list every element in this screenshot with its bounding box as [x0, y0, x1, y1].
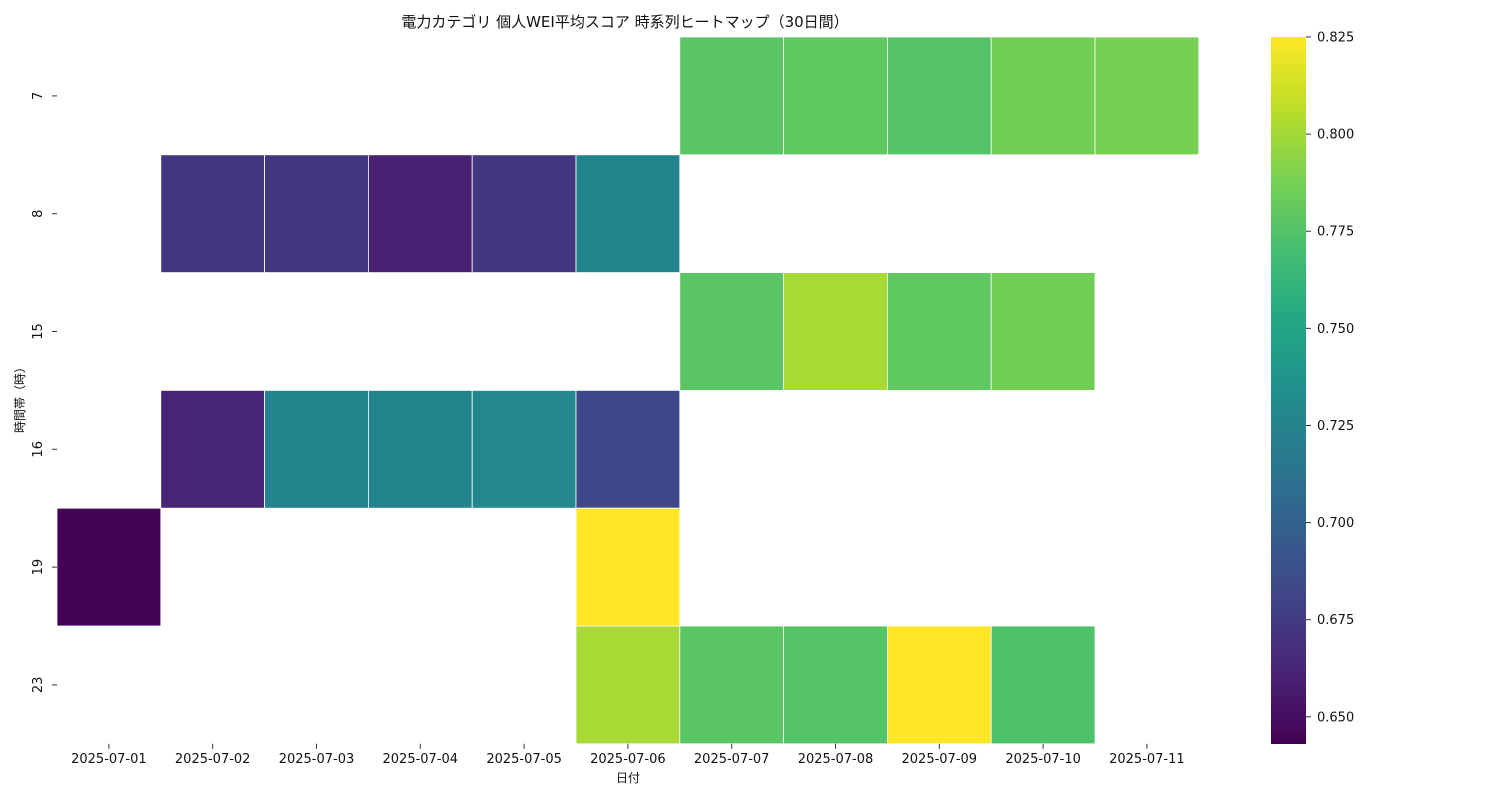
- heatmap-cell: [367, 154, 473, 274]
- heatmap-cell: [1094, 36, 1200, 156]
- colorbar-tick-label: 0.700: [1317, 516, 1354, 531]
- heatmap-cell: [783, 625, 888, 745]
- x-tick-label: 2025-07-05: [486, 752, 562, 767]
- heatmap-cell: [887, 272, 992, 391]
- colorbar-tick-label: 0.725: [1317, 419, 1354, 434]
- y-tick-label: 15: [31, 323, 46, 340]
- heatmap-cell: [56, 507, 162, 627]
- y-axis: 7 8 15 16 19 23: [31, 92, 57, 693]
- heatmap-cell: [575, 625, 681, 745]
- heatmap-cell: [887, 625, 992, 745]
- y-tick-label: 8: [31, 210, 46, 218]
- colorbar-tick-label: 0.800: [1317, 128, 1354, 143]
- colorbar-tick-label: 0.750: [1317, 322, 1354, 337]
- x-tick-label: 2025-07-11: [1109, 752, 1185, 767]
- heatmap-cell: [471, 389, 577, 509]
- heatmap-cell: [575, 154, 681, 274]
- heatmap-cell: [679, 36, 784, 156]
- colorbar-tick-label: 0.675: [1317, 613, 1354, 628]
- x-tick-label: 2025-07-08: [798, 752, 874, 767]
- y-tick-label: 7: [31, 92, 46, 100]
- x-tick-label: 2025-07-03: [279, 752, 355, 767]
- heatmap-cell: [264, 389, 369, 509]
- heatmap-cell: [471, 154, 577, 274]
- heatmap-cell: [990, 625, 1096, 745]
- x-tick-label: 2025-07-04: [383, 752, 459, 767]
- x-axis: 2025-07-01 2025-07-02 2025-07-03 2025-07-04…: [71, 743, 1185, 767]
- colorbar-ticks: 0.650 0.675 0.700 0.725 0.750 0.775 0.800 0.825: [1306, 31, 1354, 725]
- x-tick-label: 2025-07-02: [175, 752, 251, 767]
- y-tick-label: 23: [31, 677, 46, 694]
- colorbar-tick-label: 0.650: [1317, 710, 1354, 725]
- heatmap-cell: [575, 507, 681, 627]
- x-tick-label: 2025-07-09: [902, 752, 978, 767]
- heatmap-cell: [160, 154, 266, 274]
- heatmap-cell: [783, 36, 888, 156]
- x-tick-label: 2025-07-07: [694, 752, 770, 767]
- heatmap-cell: [990, 272, 1096, 391]
- y-tick-label: 19: [31, 559, 46, 576]
- heatmap-cell: [367, 389, 473, 509]
- x-tick-label: 2025-07-10: [1005, 752, 1081, 767]
- heatmap-cell: [990, 36, 1096, 156]
- heatmap-cell: [575, 389, 681, 509]
- y-axis-label: 時間帯（時）: [13, 361, 27, 433]
- heatmap-cell: [160, 389, 266, 509]
- heatmap-cell: [264, 154, 369, 274]
- x-tick-label: 2025-07-01: [71, 752, 147, 767]
- chart-title: 電力カテゴリ 個人WEI平均スコア 時系列ヒートマップ（30日間）: [401, 13, 848, 31]
- heatmap-cell: [679, 625, 784, 745]
- colorbar: [1271, 37, 1306, 744]
- heatmap-cell: [679, 272, 784, 391]
- heatmap-cell: [887, 36, 992, 156]
- colorbar-tick-label: 0.775: [1317, 225, 1354, 240]
- x-axis-label: 日付: [616, 771, 640, 785]
- heatmap-cells: [56, 36, 1200, 745]
- heatmap-cell: [783, 272, 888, 391]
- x-tick-label: 2025-07-06: [590, 752, 666, 767]
- y-tick-label: 16: [31, 441, 46, 458]
- colorbar-tick-label: 0.825: [1317, 31, 1354, 46]
